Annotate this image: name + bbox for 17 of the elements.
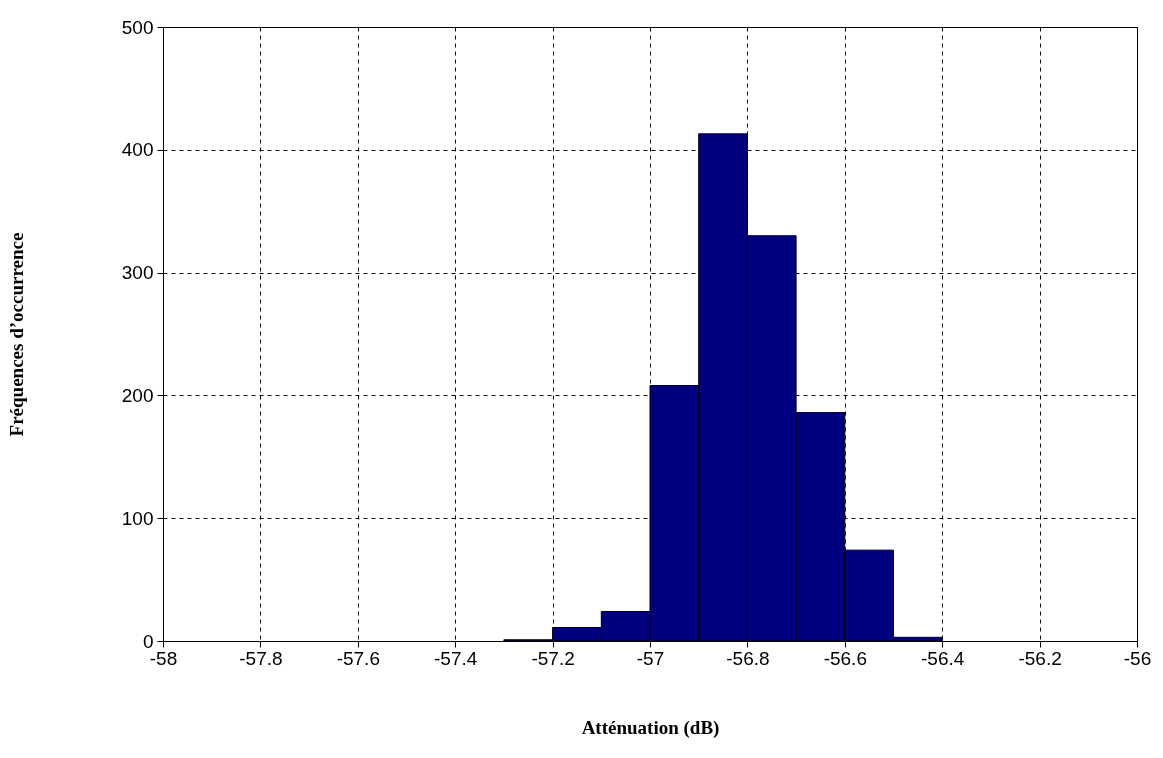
y-tick-label: 500 bbox=[121, 16, 154, 38]
x-tick-label: -56.2 bbox=[1018, 647, 1062, 669]
y-axis-title: Fréquences d’occurrence bbox=[5, 232, 27, 437]
x-tick-label: -56 bbox=[1123, 647, 1152, 669]
x-tick-label: -57.6 bbox=[336, 647, 380, 669]
x-axis-title: Atténuation (dB) bbox=[581, 716, 720, 739]
y-tick-label: 200 bbox=[121, 384, 154, 406]
x-tick-label: -56.8 bbox=[726, 647, 770, 669]
y-tick-label: 300 bbox=[121, 262, 154, 284]
x-tick-label: -57.4 bbox=[434, 647, 478, 669]
y-tick-label: 400 bbox=[121, 139, 154, 161]
x-tick-label: -56.4 bbox=[921, 647, 965, 669]
x-tick-label: -57.2 bbox=[531, 647, 575, 669]
x-tick-label: -57.8 bbox=[239, 647, 283, 669]
x-tick-label: -56.6 bbox=[823, 647, 867, 669]
y-tick-label: 100 bbox=[121, 507, 154, 529]
x-tick-label: -57 bbox=[636, 647, 665, 669]
